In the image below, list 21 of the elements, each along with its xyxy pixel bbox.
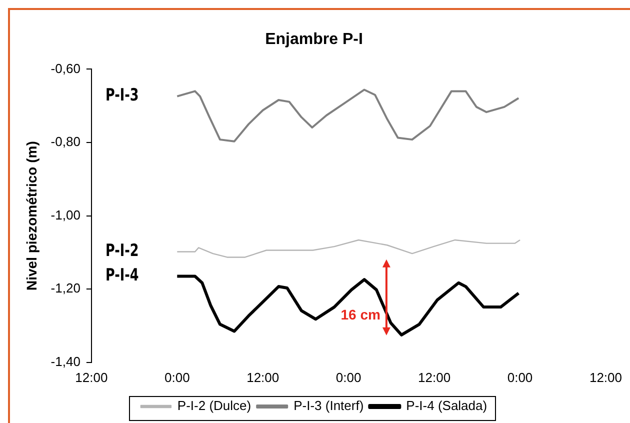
x-tick-label: 12:00	[246, 370, 280, 385]
x-tick-label: 0:00	[164, 370, 190, 385]
y-tick-label: -0,60	[50, 60, 80, 76]
x-tick-label: 12:00	[589, 370, 622, 385]
y-tick-label: -0,80	[50, 134, 80, 150]
legend-label: P-I-2 (Dulce)	[177, 398, 252, 414]
y-tick-label: -1,20	[50, 280, 80, 296]
y-tick-label: -1,00	[50, 207, 80, 222]
y-tick-label: -1,40	[50, 354, 80, 369]
x-tick-label: 12:00	[418, 370, 451, 385]
chart-title: Enjambre P-I	[265, 31, 363, 48]
x-tick-label: 0:00	[336, 370, 362, 385]
x-tick-label: 0:00	[507, 370, 533, 385]
legend-label: P-I-3 (Interf)	[294, 398, 364, 414]
x-tick-label: 12:00	[75, 370, 108, 385]
y-axis-title: Nivel piezométrico (m)	[23, 141, 40, 290]
annotation: P-I-4	[105, 264, 139, 286]
legend-label: P-I-4 (Salada)	[406, 398, 488, 414]
annotation: P-I-3	[105, 84, 139, 106]
annotation: P-I-2	[105, 240, 139, 261]
annotation: 16 cm	[340, 306, 380, 322]
